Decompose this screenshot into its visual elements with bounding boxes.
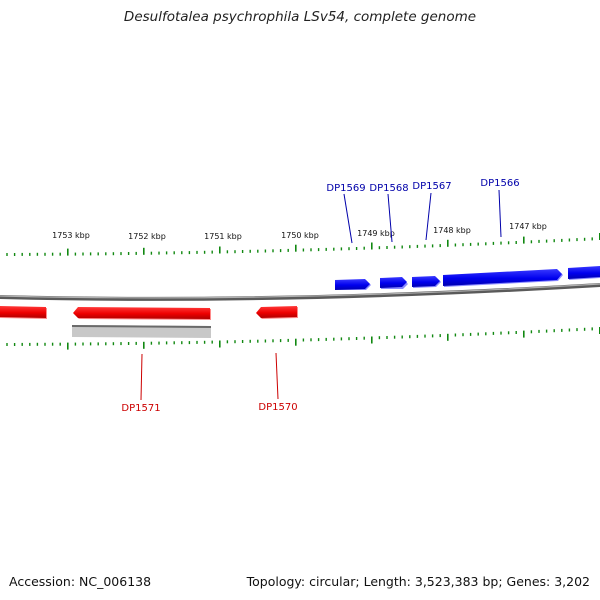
scale-label-1752: 1752 kbp: [128, 232, 166, 241]
gene-label-dp1571[interactable]: DP1571: [121, 403, 160, 414]
gene-arrow-dp1568[interactable]: [380, 277, 408, 289]
label-leader-lines: [140, 189, 502, 401]
gene-arrow-dp1570[interactable]: [256, 306, 298, 319]
genome-summary-text: Topology: circular; Length: 3,523,383 bp…: [246, 574, 590, 589]
genome-backbone: [0, 283, 600, 301]
gene-label-dp1567[interactable]: DP1567: [412, 181, 451, 192]
lower-scale-ticks: [6, 327, 600, 350]
gene-label-dp1568[interactable]: DP1568: [369, 183, 408, 194]
gene-arrow-offscreen-forward[interactable]: [568, 266, 600, 280]
scale-label-1750: 1750 kbp: [281, 231, 319, 240]
gene-arrow-dp1571[interactable]: [73, 307, 211, 320]
scale-label-1751: 1751 kbp: [204, 232, 242, 241]
gene-arrow-dp1567[interactable]: [412, 276, 441, 288]
feature-bar-grey: [72, 325, 211, 338]
scale-label-1753: 1753 kbp: [52, 231, 90, 240]
gene-label-dp1566[interactable]: DP1566: [480, 178, 519, 189]
gene-arrow-dp1566[interactable]: [443, 269, 563, 287]
scale-label-1749: 1749 kbp: [357, 229, 395, 238]
gene-arrow-dp1569[interactable]: [335, 279, 371, 290]
genome-title: Desulfotalea psychrophila LSv54, complet…: [123, 9, 477, 25]
scale-label-1748: 1748 kbp: [433, 226, 471, 235]
gene-arrow-offscreen-reverse[interactable]: [0, 306, 47, 319]
gene-label-dp1570[interactable]: DP1570: [258, 402, 297, 413]
accession-text: Accession: NC_006138: [9, 574, 152, 589]
gene-label-dp1569[interactable]: DP1569: [326, 183, 365, 194]
upper-scale-ticks: [6, 233, 600, 256]
scale-label-1747: 1747 kbp: [509, 222, 547, 231]
